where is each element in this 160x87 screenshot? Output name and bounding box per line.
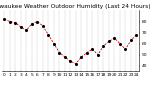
Point [58,52,61,53]
Point [47,34,50,35]
Point [25,30,28,31]
Point [20,26,22,28]
Point [91,48,94,50]
Point [3,19,6,20]
Point [108,41,110,42]
Point [14,22,17,23]
Point [130,40,132,41]
Point [42,25,44,27]
Point [119,43,121,44]
Point [124,48,127,50]
Point [75,63,77,64]
Point [31,23,33,24]
Point [80,56,83,58]
Point [53,43,55,44]
Title: Milwaukee Weather Outdoor Humidity (Last 24 Hours): Milwaukee Weather Outdoor Humidity (Last… [0,4,150,9]
Point [36,21,39,22]
Point [86,52,88,53]
Point [135,34,138,35]
Point [113,37,116,39]
Point [9,21,11,22]
Point [102,45,105,47]
Point [69,61,72,62]
Point [97,54,99,55]
Point [64,56,66,58]
